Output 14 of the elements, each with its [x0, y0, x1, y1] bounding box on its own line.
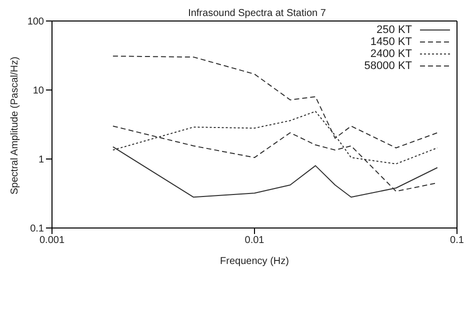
x-tick-label: 0.01 [244, 235, 265, 246]
y-tick-label: 0.1 [30, 224, 44, 235]
legend-label: 1450 KT [370, 36, 412, 48]
y-tick-label: 10 [32, 86, 44, 97]
chart-title: Infrasound Spectra at Station 7 [187, 8, 327, 19]
y-tick-label: 100 [27, 16, 44, 28]
y-axis-title: Spectral Amplitude (Pascal/Hz) [10, 56, 21, 194]
x-tick-label: 0.1 [450, 235, 464, 246]
legend-label: 250 KT [376, 24, 412, 36]
y-tick-label: 1 [38, 154, 44, 166]
legend-label: 58000 KT [364, 60, 412, 72]
x-axis-title: Frequency (Hz) [220, 256, 289, 267]
legend-label: 2400 KT [370, 48, 412, 60]
x-tick-label: 0.001 [39, 235, 65, 246]
